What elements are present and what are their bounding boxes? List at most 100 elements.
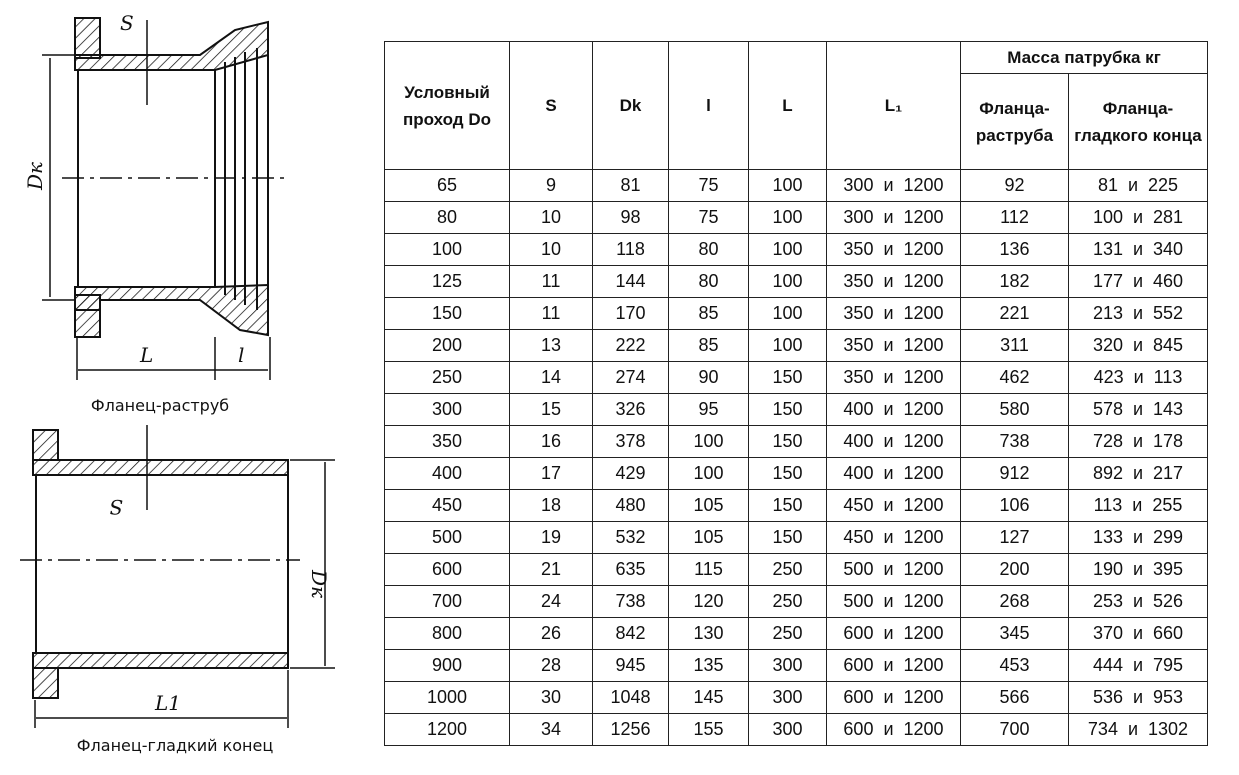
table-cell: 190 и 395 <box>1068 553 1208 586</box>
table-cell: 1256 <box>592 713 669 746</box>
table-cell: 350 <box>384 425 510 458</box>
table-cell: 98 <box>592 201 669 234</box>
table-row: 450 18 480 105 150 450 и 1200 106 113 и 255 <box>384 489 1208 522</box>
table-cell: 100 <box>384 233 510 266</box>
table-cell: 600 и 1200 <box>826 617 961 650</box>
table-cell: 9 <box>509 169 593 202</box>
table-cell: 26 <box>509 617 593 650</box>
table-cell: 10 <box>509 233 593 266</box>
table-cell: 19 <box>509 521 593 554</box>
table-cell: 300 <box>748 649 827 682</box>
table-cell: 500 и 1200 <box>826 585 961 618</box>
table-cell: 144 <box>592 265 669 298</box>
table-cell: 100 <box>748 297 827 330</box>
table-cell: 350 и 1200 <box>826 297 961 330</box>
table-cell: 100 <box>668 425 749 458</box>
table-cell: 135 <box>668 649 749 682</box>
table-cell: 444 и 795 <box>1068 649 1208 682</box>
table-cell: 100 <box>748 233 827 266</box>
s-label: S <box>109 495 123 519</box>
table-cell: 842 <box>592 617 669 650</box>
table-cell: 118 <box>592 233 669 266</box>
table-cell: 700 <box>960 713 1069 746</box>
table-cell: 105 <box>668 521 749 554</box>
table-cell: 450 и 1200 <box>826 489 961 522</box>
table-cell: 11 <box>509 265 593 298</box>
table-cell: 250 <box>748 617 827 650</box>
table-cell: 81 и 225 <box>1068 169 1208 202</box>
table-cell: 370 и 660 <box>1068 617 1208 650</box>
header-l: l <box>668 41 749 170</box>
table-cell: 21 <box>509 553 593 586</box>
table-cell: 113 и 255 <box>1068 489 1208 522</box>
header-L1: L₁ <box>826 41 961 170</box>
table-cell: 600 и 1200 <box>826 713 961 746</box>
table-cell: 100 <box>748 329 827 362</box>
table-cell: 100 <box>748 265 827 298</box>
table-cell: 100 <box>748 201 827 234</box>
l-label: l <box>238 343 244 367</box>
table-cell: 30 <box>509 681 593 714</box>
table-cell: 700 <box>384 585 510 618</box>
table-cell: 250 <box>748 553 827 586</box>
header-mass-bell: Фланца-раструба <box>960 73 1069 170</box>
table-cell: 400 <box>384 457 510 490</box>
table-cell: 10 <box>509 201 593 234</box>
table-cell: 400 и 1200 <box>826 393 961 426</box>
table-cell: 100 <box>748 169 827 202</box>
table-cell: 635 <box>592 553 669 586</box>
table-cell: 462 <box>960 361 1069 394</box>
table-cell: 150 <box>748 521 827 554</box>
table-cell: 34 <box>509 713 593 746</box>
table-row: 80 10 98 75 100 300 и 1200 112 100 и 281 <box>384 201 1208 234</box>
table-cell: 150 <box>748 361 827 394</box>
table-cell: 100 и 281 <box>1068 201 1208 234</box>
table-cell: 222 <box>592 329 669 362</box>
table-cell: 350 и 1200 <box>826 361 961 394</box>
table-cell: 150 <box>748 425 827 458</box>
table-cell: 600 и 1200 <box>826 649 961 682</box>
table-cell: 350 и 1200 <box>826 265 961 298</box>
table-cell: 453 <box>960 649 1069 682</box>
table-cell: 16 <box>509 425 593 458</box>
header-mass-plain: Фланца-гладкого конца <box>1068 73 1208 170</box>
table-row: 125 11 144 80 100 350 и 1200 182 177 и 460 <box>384 265 1208 298</box>
table-cell: 268 <box>960 585 1069 618</box>
table-cell: 326 <box>592 393 669 426</box>
table-cell: 95 <box>668 393 749 426</box>
table-cell: 182 <box>960 265 1069 298</box>
table-cell: 150 <box>384 297 510 330</box>
drawing-caption: Фланец-гладкий конец <box>76 736 274 755</box>
table-cell: 145 <box>668 681 749 714</box>
table-cell: 311 <box>960 329 1069 362</box>
table-cell: 17 <box>509 457 593 490</box>
table-cell: 120 <box>668 585 749 618</box>
table-cell: 800 <box>384 617 510 650</box>
table-cell: 133 и 299 <box>1068 521 1208 554</box>
flange-plain-drawing <box>20 425 335 728</box>
table-cell: 250 <box>748 585 827 618</box>
table-cell: 400 и 1200 <box>826 425 961 458</box>
dk-label: Dк <box>23 162 47 191</box>
table-cell: 150 <box>748 393 827 426</box>
table-cell: 378 <box>592 425 669 458</box>
dimensions-table: Условный проход Do S Dk l L L₁ Масса пат… <box>384 41 1208 746</box>
table-row: 65 9 81 75 100 300 и 1200 92 81 и 225 <box>384 169 1208 202</box>
table-cell: 300 и 1200 <box>826 169 961 202</box>
table-cell: 81 <box>592 169 669 202</box>
table-cell: 345 <box>960 617 1069 650</box>
table-cell: 738 <box>960 425 1069 458</box>
table-cell: 213 и 552 <box>1068 297 1208 330</box>
table-cell: 400 и 1200 <box>826 457 961 490</box>
table-cell: 92 <box>960 169 1069 202</box>
table-cell: 80 <box>668 233 749 266</box>
table-cell: 90 <box>668 361 749 394</box>
table-row: 600 21 635 115 250 500 и 1200 200 190 и 395 <box>384 553 1208 586</box>
table-cell: 500 <box>384 521 510 554</box>
table-cell: 125 <box>384 265 510 298</box>
dk-label: Dк <box>307 569 331 598</box>
table-cell: 738 <box>592 585 669 618</box>
table-cell: 127 <box>960 521 1069 554</box>
table-cell: 450 <box>384 489 510 522</box>
table-cell: 480 <box>592 489 669 522</box>
